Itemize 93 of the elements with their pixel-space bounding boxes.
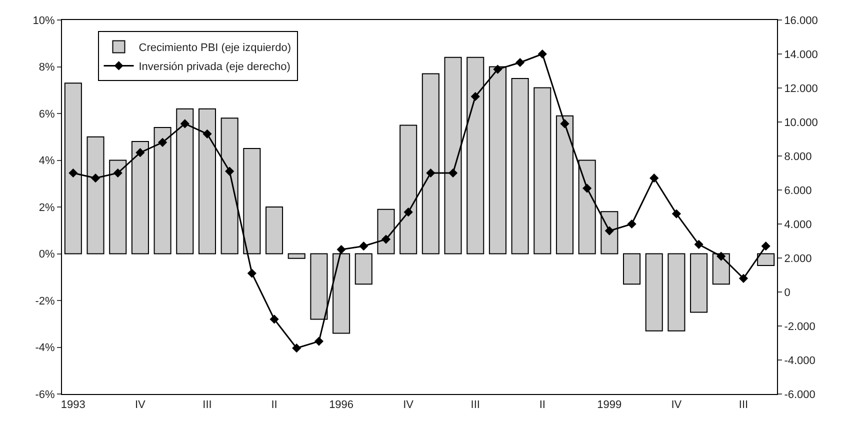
bar bbox=[86, 136, 104, 254]
bar bbox=[354, 253, 372, 285]
y-tick-label: -6% bbox=[35, 388, 56, 401]
bar bbox=[466, 56, 484, 254]
x-tick-label: IV bbox=[671, 399, 682, 412]
point bbox=[68, 168, 78, 178]
point bbox=[516, 58, 525, 68]
point bbox=[650, 174, 659, 183]
y2-tick-label: 4.000 bbox=[784, 218, 812, 231]
y-tick-label: -2% bbox=[35, 295, 56, 308]
y2-tick-label: 16.000 bbox=[784, 14, 818, 27]
x-tick-label: 1999 bbox=[597, 399, 622, 412]
y-tick-label: -4% bbox=[35, 342, 56, 354]
bar bbox=[220, 118, 238, 254]
bar bbox=[176, 108, 194, 254]
x-tick-label: 1993 bbox=[60, 399, 86, 412]
y-tick-label: 6% bbox=[38, 108, 56, 120]
bar bbox=[690, 253, 708, 313]
y-tick-label: 10% bbox=[32, 14, 56, 27]
y2-tick-label: -6.000 bbox=[784, 388, 816, 401]
point bbox=[314, 336, 324, 346]
x-tick-label: II bbox=[539, 399, 546, 412]
bar bbox=[623, 253, 641, 285]
point bbox=[716, 252, 726, 261]
bar bbox=[422, 73, 440, 254]
x-tick-label: III bbox=[738, 399, 748, 412]
point bbox=[359, 242, 368, 251]
bar bbox=[198, 108, 216, 254]
point bbox=[582, 184, 592, 193]
bar bbox=[310, 253, 328, 320]
point bbox=[180, 119, 190, 128]
point bbox=[247, 268, 256, 278]
bar bbox=[578, 160, 596, 254]
y-tick-label: 4% bbox=[38, 155, 56, 168]
point bbox=[270, 314, 279, 324]
x-tick-label: II bbox=[271, 399, 278, 412]
point bbox=[538, 49, 547, 59]
bar bbox=[109, 160, 127, 254]
legend-label: Inversión privada (eje derecho) bbox=[138, 61, 290, 74]
bar bbox=[243, 148, 261, 254]
bar bbox=[668, 253, 686, 332]
point bbox=[761, 242, 770, 251]
x-tick-label: IV bbox=[134, 399, 146, 412]
bar bbox=[444, 56, 462, 254]
point bbox=[225, 166, 234, 176]
bar bbox=[131, 141, 149, 254]
bar bbox=[377, 208, 395, 254]
y-tick-label: 2% bbox=[38, 202, 56, 214]
point bbox=[292, 344, 302, 353]
y2-tick-label: -4.000 bbox=[784, 354, 816, 367]
point bbox=[694, 240, 704, 249]
bar bbox=[266, 206, 284, 254]
y2-tick-label: 14.000 bbox=[784, 48, 818, 61]
bar bbox=[488, 66, 506, 254]
point bbox=[560, 119, 570, 128]
bar bbox=[534, 87, 552, 254]
point bbox=[136, 148, 145, 158]
bar bbox=[511, 78, 529, 254]
y-tick-label: 8% bbox=[38, 62, 56, 74]
y2-tick-label: 6.000 bbox=[784, 184, 812, 197]
point bbox=[202, 129, 212, 138]
point bbox=[627, 219, 636, 229]
point bbox=[448, 168, 458, 178]
point bbox=[493, 64, 502, 74]
point bbox=[672, 209, 681, 218]
y2-tick-label: 0 bbox=[784, 286, 790, 299]
point bbox=[113, 168, 122, 178]
bar bbox=[556, 115, 574, 254]
x-tick-label: III bbox=[470, 399, 480, 412]
point bbox=[158, 138, 168, 147]
point bbox=[470, 92, 480, 102]
x-tick-label: 1996 bbox=[329, 399, 354, 412]
x-tick-label: III bbox=[202, 399, 212, 412]
point bbox=[738, 274, 748, 283]
point bbox=[336, 244, 346, 254]
point bbox=[604, 226, 614, 236]
bar bbox=[288, 253, 306, 259]
y-tick-label: 0% bbox=[38, 248, 56, 261]
bar bbox=[645, 253, 663, 332]
point bbox=[381, 234, 391, 244]
y2-tick-label: 2.000 bbox=[784, 252, 812, 265]
legend-label: Crecimiento PBI (eje izquierdo) bbox=[138, 42, 291, 54]
y2-tick-label: 12.000 bbox=[784, 82, 818, 95]
bar bbox=[400, 124, 418, 254]
y2-tick-label: 10.000 bbox=[784, 116, 818, 129]
bar bbox=[600, 211, 618, 254]
x-tick-label: IV bbox=[403, 399, 414, 412]
point bbox=[426, 168, 436, 178]
y2-tick-label: 8.000 bbox=[784, 150, 812, 163]
y2-tick-label: -2.000 bbox=[784, 320, 816, 333]
bar bbox=[154, 127, 172, 254]
point bbox=[90, 174, 100, 183]
point bbox=[404, 208, 413, 217]
